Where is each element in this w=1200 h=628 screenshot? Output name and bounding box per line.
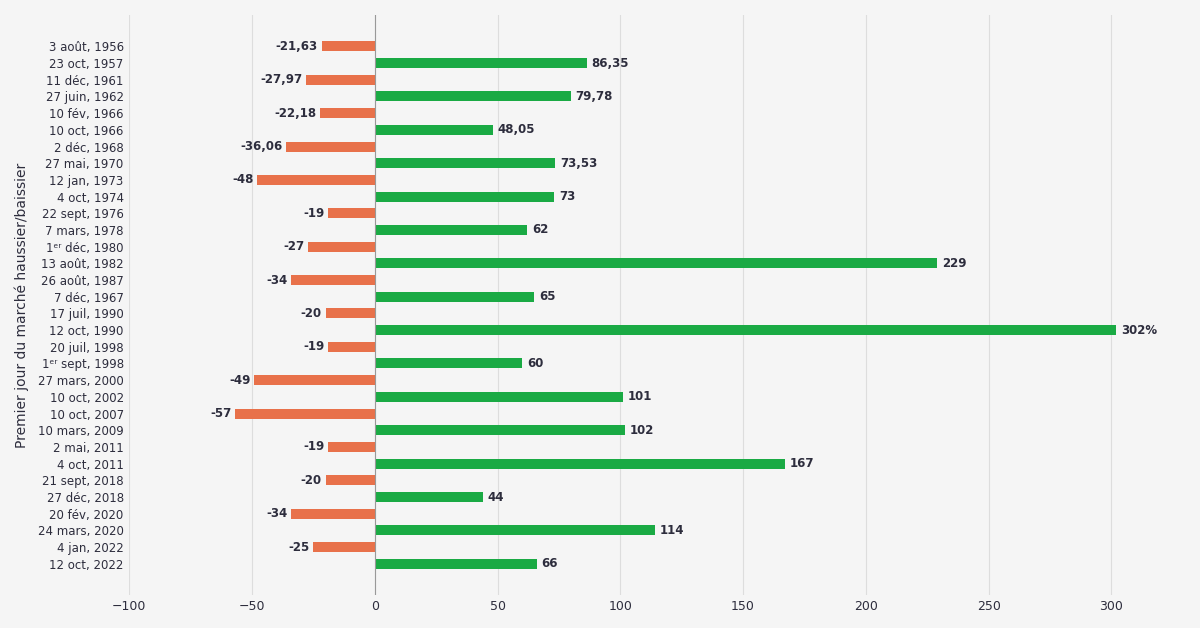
Bar xyxy=(328,442,374,452)
Text: 86,35: 86,35 xyxy=(592,57,629,70)
Text: 101: 101 xyxy=(628,391,652,403)
Text: -57: -57 xyxy=(210,407,232,420)
Bar xyxy=(374,192,554,202)
Text: -19: -19 xyxy=(304,340,324,354)
Text: 60: 60 xyxy=(527,357,544,370)
Text: 65: 65 xyxy=(539,290,556,303)
Y-axis label: Premier jour du marché haussier/baissier: Premier jour du marché haussier/baissier xyxy=(14,163,30,448)
Bar xyxy=(374,125,493,135)
Text: 229: 229 xyxy=(942,257,966,270)
Bar xyxy=(322,41,374,51)
Bar xyxy=(308,242,374,252)
Text: 167: 167 xyxy=(790,457,815,470)
Text: 73: 73 xyxy=(559,190,575,203)
Bar xyxy=(374,258,937,268)
Bar xyxy=(254,375,374,385)
Bar xyxy=(374,92,571,102)
Text: -36,06: -36,06 xyxy=(240,140,282,153)
Bar xyxy=(374,458,785,468)
Text: -34: -34 xyxy=(266,507,288,520)
Bar xyxy=(374,492,482,502)
Text: -19: -19 xyxy=(304,207,324,220)
Bar xyxy=(374,526,655,536)
Bar xyxy=(306,75,374,85)
Text: 44: 44 xyxy=(487,490,504,504)
Text: -25: -25 xyxy=(288,541,310,553)
Bar xyxy=(235,409,374,418)
Bar xyxy=(292,275,374,285)
Bar xyxy=(374,325,1116,335)
Bar xyxy=(374,359,522,369)
Bar xyxy=(374,225,527,235)
Bar xyxy=(287,141,374,151)
Text: 62: 62 xyxy=(532,224,548,237)
Text: -19: -19 xyxy=(304,440,324,453)
Bar xyxy=(328,342,374,352)
Text: 73,53: 73,53 xyxy=(560,157,598,170)
Bar xyxy=(374,58,587,68)
Text: 114: 114 xyxy=(660,524,684,537)
Bar xyxy=(325,475,374,485)
Bar xyxy=(325,308,374,318)
Bar xyxy=(374,392,623,402)
Text: -27,97: -27,97 xyxy=(260,73,302,86)
Text: 79,78: 79,78 xyxy=(576,90,613,103)
Text: -20: -20 xyxy=(301,307,322,320)
Text: -20: -20 xyxy=(301,474,322,487)
Text: 66: 66 xyxy=(541,557,558,570)
Text: 48,05: 48,05 xyxy=(498,123,535,136)
Text: -49: -49 xyxy=(229,374,251,387)
Text: -21,63: -21,63 xyxy=(276,40,318,53)
Text: -34: -34 xyxy=(266,274,288,286)
Text: -48: -48 xyxy=(232,173,253,187)
Bar xyxy=(313,542,374,552)
Bar xyxy=(292,509,374,519)
Bar xyxy=(374,559,536,569)
Bar xyxy=(374,292,534,301)
Bar xyxy=(374,425,625,435)
Text: -22,18: -22,18 xyxy=(275,107,317,120)
Bar xyxy=(257,175,374,185)
Text: 302%: 302% xyxy=(1121,323,1157,337)
Text: -27: -27 xyxy=(283,240,305,253)
Bar xyxy=(320,108,374,118)
Bar xyxy=(374,158,556,168)
Bar xyxy=(328,208,374,219)
Text: 102: 102 xyxy=(630,424,654,436)
